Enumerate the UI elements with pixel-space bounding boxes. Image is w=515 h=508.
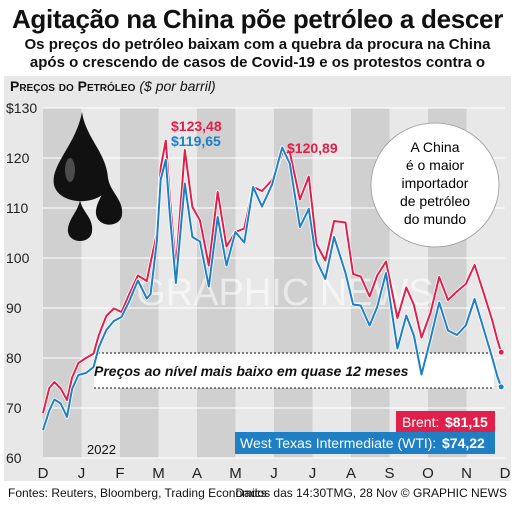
bubble-line-5: do mundo <box>404 211 466 227</box>
x-tick-label: D <box>38 465 49 482</box>
y-tick-label: 110 <box>6 200 29 216</box>
x-tick-label: D <box>500 465 511 482</box>
info-bubble: A China é o maior importador de petróleo… <box>370 122 500 248</box>
chart-title: Agitação na China põe petróleo a descer <box>11 4 504 34</box>
legend-wti-label: West Texas Intermediate (WTI): <box>240 435 436 451</box>
legend-brent-label: Brent: <box>402 414 439 430</box>
x-tick-label: J <box>270 465 278 482</box>
peak1-brent-label: $123,48 <box>171 118 222 134</box>
x-tick-label: J <box>78 465 86 482</box>
series-end-point <box>497 348 505 356</box>
x-tick-label: M <box>152 465 165 482</box>
bubble-line-1: A China <box>410 139 459 155</box>
y-tick-label: 80 <box>6 350 22 366</box>
oil-drops-icon <box>53 112 123 241</box>
series-lines <box>41 138 505 431</box>
x-tick-label: M <box>229 465 242 482</box>
y-tick-labels: $130 120 110 100 90 80 70 60 <box>6 100 37 466</box>
legend-brent-value: $81,15 <box>445 414 488 430</box>
chart-subtitle: Os preços do petróleo baixam com a quebr… <box>24 36 491 89</box>
bubble-line-4: de petróleo <box>400 193 470 209</box>
x-tick-label: S <box>384 465 394 482</box>
peak2-brent-label: $120,89 <box>287 140 338 156</box>
legend-wti: West Texas Intermediate (WTI): $74,22 <box>235 432 495 454</box>
series-end-point <box>497 383 505 391</box>
x-tick-label: O <box>422 465 434 482</box>
y-tick-label: 90 <box>6 300 22 316</box>
footer-date: Dados das 14:30TMG, 28 Nov © GRAPHIC NEW… <box>235 486 507 500</box>
footer-sources: Fontes: Reuters, Bloomberg, Trading Econ… <box>8 486 267 500</box>
x-tick-label: J <box>309 465 317 482</box>
y-tick-label: 120 <box>6 150 30 166</box>
legend-wti-value: $74,22 <box>442 435 485 451</box>
bubble-line-2: é o maior <box>406 157 465 173</box>
x-tick-label: N <box>461 465 472 482</box>
bubble-line-3: importador <box>402 175 469 191</box>
y-tick-label: 60 <box>6 450 22 466</box>
x-tick-label: F <box>115 465 124 482</box>
section-heading: Preços do Petróleo ($ por barril) <box>10 78 216 94</box>
x-tick-label: A <box>346 465 356 482</box>
series-line-wti <box>42 146 503 431</box>
y-tick-label: 100 <box>6 250 30 266</box>
peak1-wti-label: $119,65 <box>171 133 221 149</box>
section-label: Preços do Petróleo <box>10 78 136 94</box>
band-note: Preços ao nível mais baixo em quase 12 m… <box>94 363 409 379</box>
y-tick-label: $130 <box>6 100 37 116</box>
section-unit: ($ por barril) <box>139 78 216 94</box>
y-tick-label: 70 <box>6 400 22 416</box>
x-tick-label: A <box>192 465 202 482</box>
month-stripe <box>197 108 236 458</box>
legend-brent: Brent: $81,15 <box>396 411 495 432</box>
year-label: 2022 <box>87 442 116 457</box>
